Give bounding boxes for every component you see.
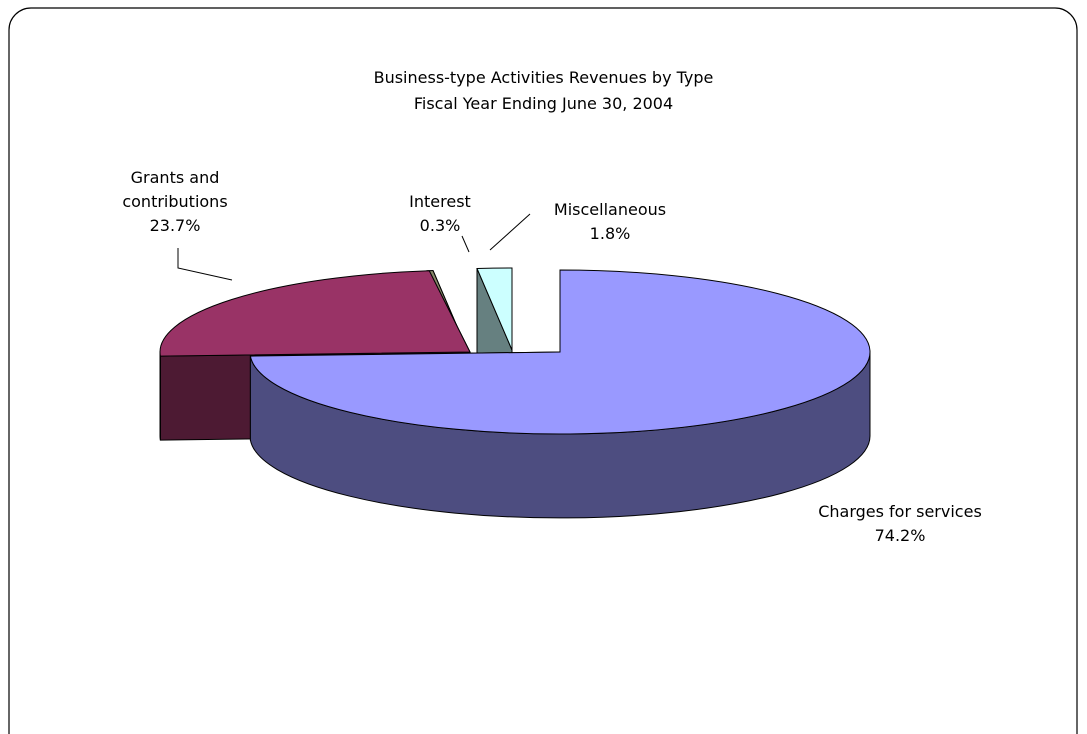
value-label: 1.8%: [589, 224, 631, 243]
slice-label: Miscellaneous 1.8%: [530, 198, 690, 246]
slice-label: Grants and contributions 23.7%: [80, 166, 270, 238]
leader-line: [177, 248, 233, 281]
value-label: 0.3%: [419, 216, 461, 235]
leader-line: [489, 213, 531, 251]
slice: [159, 270, 471, 357]
category-label: Miscellaneous: [553, 200, 667, 219]
category-label: Grants and contributions: [122, 168, 228, 211]
value-label: 23.7%: [149, 216, 201, 235]
value-label: 74.2%: [874, 526, 926, 545]
category-label: Interest: [409, 192, 471, 211]
slice-label: Charges for services 74.2%: [770, 500, 1030, 548]
slice: [476, 267, 513, 351]
chart-subtitle: Fiscal Year Ending June 30, 2004: [413, 94, 674, 113]
slice: [249, 269, 871, 435]
category-label: Charges for services: [818, 502, 982, 521]
chart-title: Business-type Activities Revenues by Typ…: [373, 68, 714, 87]
slice-label: Interest 0.3%: [390, 190, 490, 238]
leader-line: [461, 235, 470, 253]
